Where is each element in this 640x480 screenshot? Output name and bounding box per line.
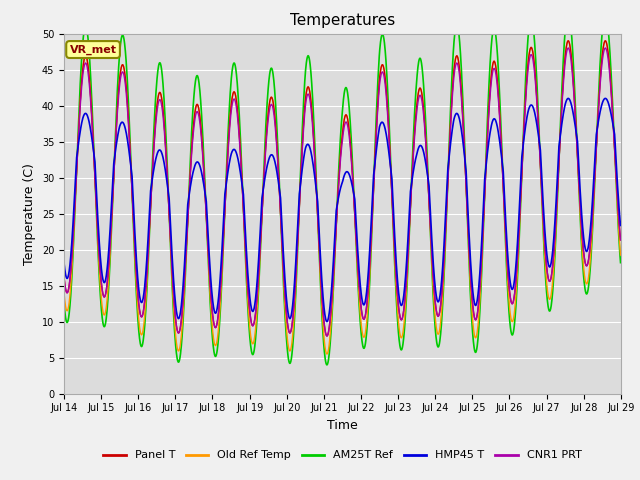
Line: Old Ref Temp: Old Ref Temp [64, 41, 621, 354]
Old Ref Temp [215, 317, 223, 323]
Panel T [617, 237, 625, 243]
HMP45 T [504, 258, 512, 264]
AM25T Ref [584, 290, 591, 296]
Panel T [564, 38, 572, 44]
AM25T Ref [358, 342, 366, 348]
Panel T [584, 262, 591, 268]
CNR1 PRT [617, 237, 625, 243]
HMP45 T [568, 104, 575, 109]
HMP45 T [323, 319, 331, 324]
AM25T Ref [568, 35, 575, 41]
CNR1 PRT [564, 45, 572, 51]
Old Ref Temp [568, 59, 575, 65]
Legend: Panel T, Old Ref Temp, AM25T Ref, HMP45 T, CNR1 PRT: Panel T, Old Ref Temp, AM25T Ref, HMP45 … [99, 446, 586, 465]
Old Ref Temp [358, 331, 366, 337]
Panel T [358, 313, 366, 319]
Old Ref Temp [584, 280, 591, 286]
AM25T Ref [323, 362, 331, 368]
CNR1 PRT [358, 313, 366, 319]
Line: Panel T: Panel T [64, 41, 621, 336]
Old Ref Temp [323, 351, 331, 357]
AM25T Ref [617, 260, 625, 265]
CNR1 PRT [584, 262, 591, 268]
Panel T [568, 59, 575, 65]
Line: AM25T Ref: AM25T Ref [64, 12, 621, 365]
Line: HMP45 T: HMP45 T [64, 98, 621, 322]
HMP45 T [584, 248, 591, 253]
HMP45 T [358, 299, 366, 305]
Panel T [371, 162, 378, 168]
CNR1 PRT [323, 333, 331, 339]
X-axis label: Time: Time [327, 419, 358, 432]
CNR1 PRT [568, 65, 575, 71]
Y-axis label: Temperature (C): Temperature (C) [23, 163, 36, 264]
Title: Temperatures: Temperatures [290, 13, 395, 28]
Panel T [60, 274, 68, 280]
Panel T [215, 302, 223, 308]
AM25T Ref [504, 296, 512, 301]
Old Ref Temp [617, 252, 625, 258]
CNR1 PRT [504, 273, 512, 278]
AM25T Ref [215, 326, 223, 332]
HMP45 T [60, 260, 68, 265]
AM25T Ref [371, 155, 378, 161]
Panel T [504, 273, 512, 278]
Old Ref Temp [564, 38, 572, 44]
Old Ref Temp [504, 286, 512, 292]
Old Ref Temp [371, 162, 378, 168]
CNR1 PRT [371, 163, 378, 169]
CNR1 PRT [215, 302, 223, 308]
HMP45 T [215, 288, 223, 294]
HMP45 T [564, 96, 572, 101]
AM25T Ref [564, 9, 572, 14]
HMP45 T [617, 223, 625, 228]
Old Ref Temp [60, 289, 68, 295]
CNR1 PRT [60, 274, 68, 280]
Text: VR_met: VR_met [70, 44, 116, 55]
Panel T [323, 333, 331, 339]
HMP45 T [371, 163, 378, 168]
AM25T Ref [60, 300, 68, 305]
Line: CNR1 PRT: CNR1 PRT [64, 48, 621, 336]
